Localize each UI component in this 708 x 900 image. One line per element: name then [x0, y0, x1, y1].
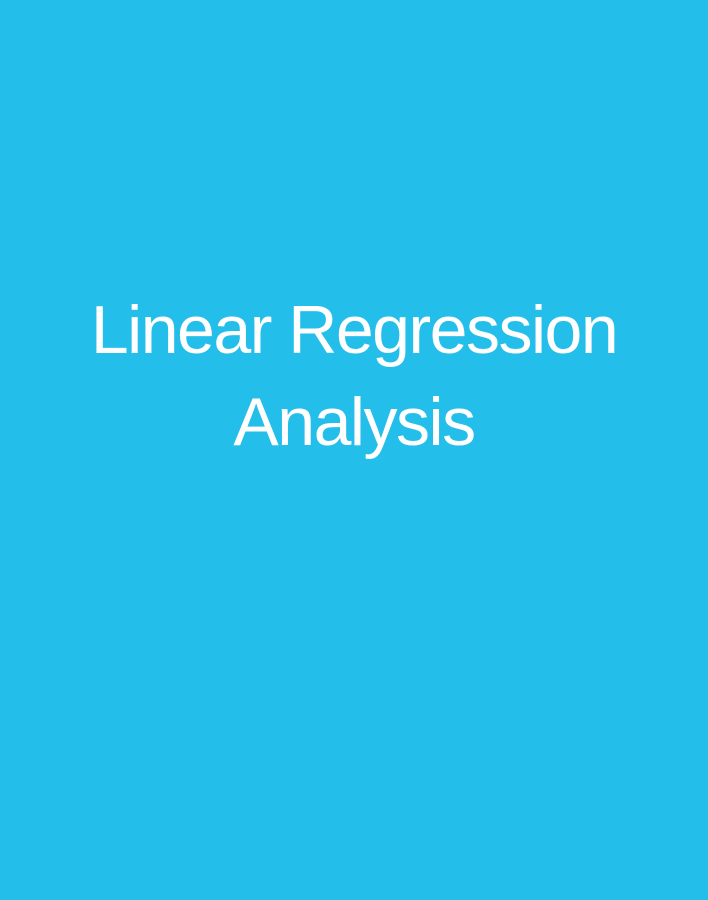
title-line-2: Analysis: [233, 384, 476, 460]
cover-title: Linear Regression Analysis: [0, 284, 708, 468]
title-line-1: Linear Regression: [90, 292, 619, 368]
